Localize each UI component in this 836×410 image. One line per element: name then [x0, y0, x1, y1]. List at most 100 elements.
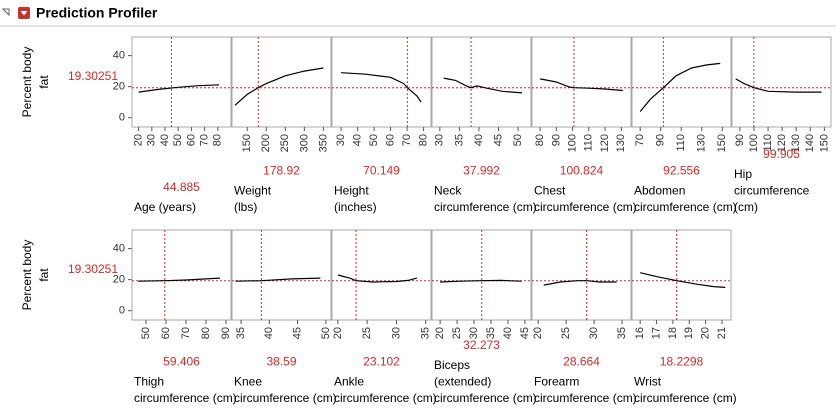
x-tick-label: 17 [650, 327, 662, 339]
x-axis-label: Age (years) [134, 200, 196, 214]
x-tick-label: 30 [468, 327, 480, 339]
panel-frame [431, 36, 532, 128]
x-axis-label: (lbs) [234, 200, 257, 214]
x-tick-label: 70 [634, 134, 646, 146]
x-tick-label: 30 [390, 327, 402, 339]
y-tick-label: 0 [119, 305, 125, 317]
profile-curve [235, 277, 321, 282]
title: Prediction Profiler [36, 5, 158, 21]
x-axis-label: Knee [234, 375, 262, 389]
profile-curve [138, 84, 220, 93]
current-y-value: 19.30251 [68, 69, 118, 83]
x-tick-label: 110 [675, 134, 687, 152]
panel-frame [531, 229, 632, 321]
x-tick-label: 16 [634, 327, 646, 339]
x-tick-label: 30 [146, 134, 158, 146]
x-axis-label: circumference (cm) [634, 391, 737, 405]
collapse-toggle[interactable] [1, 8, 10, 17]
x-tick-label: 25 [361, 327, 373, 339]
x-tick-label: 140 [804, 134, 816, 152]
profile-curve [440, 279, 522, 283]
x-tick-label: 45 [292, 327, 304, 339]
x-tick-label: 40 [351, 134, 363, 146]
x-tick-label: 25 [560, 327, 572, 339]
profile-curve [543, 280, 617, 286]
x-tick-label: 70 [180, 327, 192, 339]
panel-frame [631, 36, 732, 128]
x-tick-label: 45 [492, 134, 504, 146]
x-tick-label: 350 [317, 134, 329, 152]
x-axis-label: Hip [734, 167, 752, 181]
x-tick-label: 100 [566, 134, 578, 152]
x-axis-label: (cm) [734, 200, 758, 214]
current-x-value: 44.885 [163, 180, 200, 194]
current-x-value: 59.406 [163, 355, 200, 369]
x-tick-label: 20 [133, 134, 145, 146]
x-tick-label: 300 [298, 134, 310, 152]
y-tick-label: 40 [113, 243, 125, 255]
profile-curve [234, 67, 324, 106]
panel-frame [131, 36, 232, 128]
profile-curve [735, 78, 822, 93]
x-tick-label: 50 [140, 327, 152, 339]
x-axis-label: circumference (cm) [534, 391, 637, 405]
x-tick-label: 250 [279, 134, 291, 152]
x-tick-label: 120 [776, 134, 788, 152]
current-x-value: 92.556 [663, 164, 700, 178]
panel-frame [531, 36, 632, 128]
x-tick-label: 90 [220, 327, 232, 339]
x-tick-label: 50 [368, 134, 380, 146]
panel-frame [231, 36, 332, 128]
x-axis-label: Thigh [134, 375, 164, 389]
x-axis-label: Abdomen [634, 184, 685, 198]
x-tick-label: 110 [583, 134, 595, 152]
panel-frame [631, 229, 732, 321]
x-tick-label: 110 [762, 134, 774, 152]
x-tick-label: 20 [434, 327, 446, 339]
panel-frame [331, 36, 432, 128]
current-x-value: 37.992 [463, 164, 500, 178]
x-tick-label: 50 [512, 134, 524, 146]
x-axis-label: Neck [434, 184, 462, 198]
x-axis-label: Ankle [334, 375, 364, 389]
x-tick-label: 120 [599, 134, 611, 152]
x-axis-label: (inches) [334, 200, 377, 214]
current-x-value: 178.92 [263, 164, 300, 178]
x-tick-label: 40 [263, 327, 275, 339]
x-tick-label: 90 [550, 134, 562, 146]
panel-frame [331, 229, 432, 321]
profile-curve [539, 78, 623, 92]
x-axis-label: circumference [734, 184, 810, 198]
current-x-value: 99.905 [763, 147, 800, 161]
x-tick-label: 60 [384, 134, 396, 146]
x-tick-label: 18 [667, 327, 679, 339]
x-tick-label: 150 [241, 134, 253, 152]
profile-curve [639, 62, 721, 112]
x-axis-label: circumference (cm) [434, 200, 537, 214]
x-tick-label: 19 [683, 327, 695, 339]
x-axis-label: circumference (cm) [534, 200, 637, 214]
y-tick-label: 40 [113, 50, 125, 62]
x-tick-label: 130 [615, 134, 627, 152]
x-tick-label: 130 [790, 134, 802, 152]
y-tick-label: 20 [113, 274, 125, 286]
current-x-value: 18.2298 [660, 355, 704, 369]
profile-curve [640, 272, 726, 288]
x-tick-label: 35 [420, 327, 432, 339]
current-y-value: 19.30251 [68, 262, 118, 276]
panel-frame [131, 229, 232, 321]
x-tick-label: 60 [185, 134, 197, 146]
x-axis-label: circumference (cm) [134, 391, 237, 405]
current-x-value: 23.102 [363, 355, 400, 369]
x-tick-label: 60 [160, 327, 172, 339]
x-tick-label: 70 [401, 134, 413, 146]
panel-frame [231, 229, 332, 321]
x-tick-label: 30 [434, 134, 446, 146]
profile-curve [337, 274, 418, 283]
x-tick-label: 80 [534, 134, 546, 146]
x-axis-label: circumference (cm) [634, 200, 737, 214]
x-axis-label: Biceps [434, 358, 470, 372]
current-x-value: 100.824 [560, 164, 604, 178]
x-axis-label: Weight [234, 184, 272, 198]
